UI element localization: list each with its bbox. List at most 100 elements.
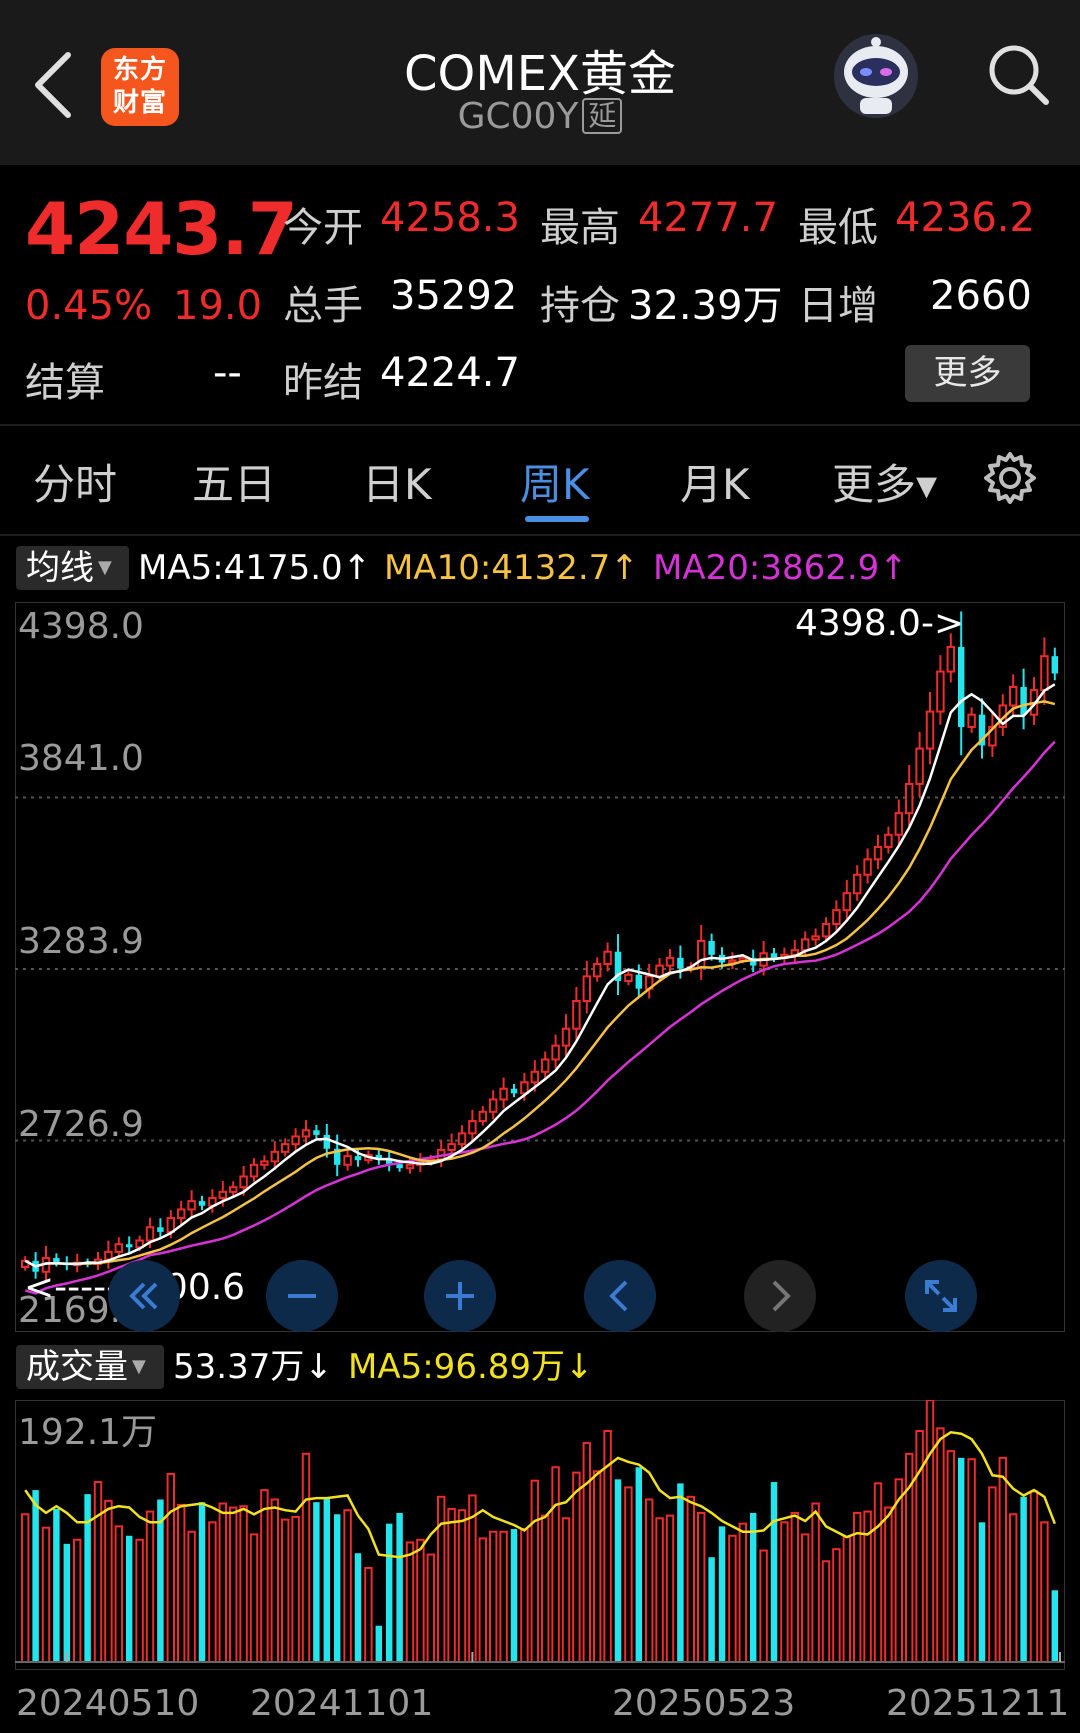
volume-bar (582, 1442, 592, 1664)
chevron-down-icon: ▼ (132, 1356, 146, 1377)
candle-body (354, 1156, 362, 1161)
volume-bar (1051, 1590, 1059, 1662)
volume-bar (1040, 1521, 1049, 1663)
volume-bar (738, 1522, 748, 1663)
volume-chart[interactable] (15, 1400, 1065, 1670)
x-tick-label: 20241101 (250, 1683, 434, 1724)
search-icon (989, 45, 1049, 105)
quote-more-button[interactable]: 更多 (905, 345, 1030, 402)
tab-daily-k[interactable]: 日K (362, 460, 432, 509)
volume-bar (20, 1513, 30, 1663)
candle-body (291, 1135, 300, 1146)
candle-body (323, 1134, 331, 1149)
volume-bar (488, 1530, 498, 1663)
volume-bar (354, 1553, 362, 1662)
assistant-button[interactable] (830, 30, 922, 122)
candle-body (603, 950, 612, 966)
volume-bar (624, 1486, 633, 1663)
tab-intraday[interactable]: 分时 (33, 460, 118, 509)
candle-body (343, 1155, 352, 1166)
volume-bar (790, 1511, 800, 1663)
candle-body (520, 1081, 529, 1095)
candle-body (239, 1175, 248, 1189)
open-value: 4258.3 (380, 195, 520, 241)
quote-panel: 4243.7 0.45% 19.0 今开 4258.3 最高 4277.7 最低… (0, 165, 1080, 425)
volume-bar (239, 1505, 248, 1663)
volume-bar (114, 1525, 124, 1663)
low-value: 4236.2 (895, 195, 1035, 241)
scroll-left-button[interactable] (584, 1260, 656, 1332)
ma-selector[interactable]: 均线 ▼ (16, 546, 129, 590)
volume-bar (166, 1472, 176, 1663)
pan-start-button[interactable] (108, 1260, 180, 1332)
chart-settings-button[interactable] (982, 450, 1038, 506)
volume-max-label: 192.1万 (18, 1412, 158, 1453)
ma20-line (24, 740, 1056, 1295)
candle-body (561, 1027, 571, 1047)
high-label: 最高 (540, 205, 620, 251)
volume-bar (988, 1486, 997, 1663)
candle-body (1051, 656, 1059, 674)
volume-bar (405, 1541, 415, 1663)
candle-body (582, 975, 592, 1002)
volume-bar (998, 1456, 1008, 1663)
candle-body (978, 714, 986, 746)
tab-monthly-k[interactable]: 月K (680, 460, 750, 509)
search-button[interactable] (984, 40, 1054, 110)
volume-bar (655, 1517, 664, 1663)
volume-bar (821, 1560, 831, 1663)
candle-body (915, 747, 924, 785)
chart-frame (15, 1400, 1065, 1670)
chevron-right-icon (772, 1280, 791, 1312)
candle-body (749, 957, 757, 966)
y-tick-label: 4398.0 (18, 606, 144, 647)
candle-body (696, 939, 706, 969)
ma5-line (24, 683, 1056, 1268)
volume-ma5-readout: MA5:96.89万↓ (348, 1347, 594, 1387)
candlestick-chart[interactable] (15, 602, 1065, 1332)
volume-bar (93, 1481, 103, 1663)
high-value: 4277.7 (638, 195, 778, 241)
volume-bar (436, 1495, 446, 1663)
zoom-in-button[interactable] (424, 1260, 496, 1332)
candle-body (728, 959, 737, 964)
candle-body (946, 645, 956, 673)
volume-bar (842, 1536, 852, 1663)
plus-icon (446, 1282, 474, 1310)
volume-bar (561, 1517, 571, 1663)
scroll-right-button[interactable] (744, 1260, 816, 1332)
volume-bar (84, 1494, 91, 1662)
change-percent: 0.45% (25, 283, 153, 329)
candle-body (249, 1163, 259, 1178)
candle-body (904, 782, 914, 815)
volume-bar (176, 1503, 186, 1663)
volume-bar (385, 1523, 393, 1662)
oi-label: 持仓 (540, 283, 620, 329)
candle-body (530, 1070, 540, 1084)
candle-body (260, 1160, 269, 1166)
candle-body (145, 1226, 155, 1242)
volume-bar (708, 1557, 715, 1662)
volume-bar (1029, 1490, 1039, 1663)
ma10-readout: MA10:4132.7↑ (384, 548, 639, 588)
volume-bar (665, 1514, 675, 1663)
fullscreen-button[interactable] (905, 1260, 977, 1332)
settle-label: 结算 (25, 360, 105, 406)
y-tick-label: 2726.9 (18, 1104, 144, 1145)
candle-body (957, 646, 965, 727)
candle-body (333, 1148, 341, 1165)
volume-bar (572, 1471, 581, 1663)
zoom-out-button[interactable] (266, 1260, 338, 1332)
volume-bar (249, 1533, 259, 1663)
tab-weekly-k[interactable]: 周K (520, 460, 590, 509)
back-button[interactable] (30, 45, 80, 125)
candle-body (478, 1110, 488, 1123)
volume-bar (967, 1458, 976, 1664)
tab-five-day[interactable]: 五日 (192, 460, 277, 509)
tab-more[interactable]: 更多▾ (832, 460, 938, 509)
candle-body (313, 1130, 320, 1135)
volume-selector[interactable]: 成交量 ▼ (16, 1345, 164, 1389)
chevron-left-icon (35, 52, 71, 118)
volume-bar (780, 1521, 789, 1663)
candle-body (187, 1200, 196, 1211)
